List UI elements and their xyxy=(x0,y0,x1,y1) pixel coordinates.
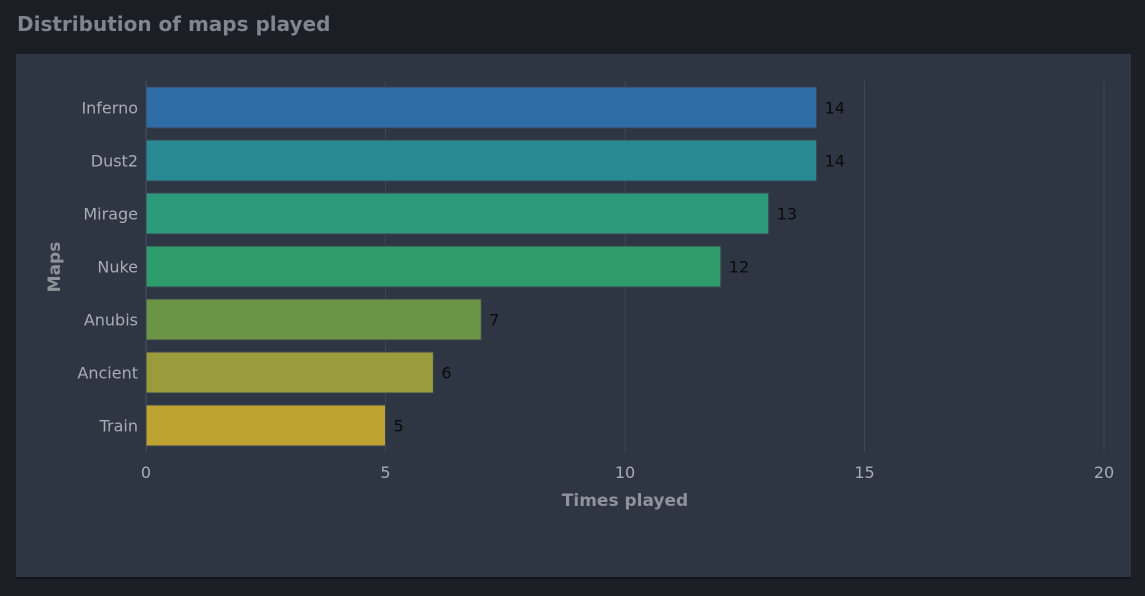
y-axis-title: Maps xyxy=(45,242,65,293)
data-label: 14 xyxy=(825,99,845,118)
y-tick-label: Ancient xyxy=(77,364,138,383)
data-label: 13 xyxy=(777,205,797,224)
y-tick-label: Mirage xyxy=(83,205,138,224)
bar-inferno xyxy=(145,86,818,129)
chart-title: Distribution of maps played xyxy=(17,12,331,36)
data-label: 7 xyxy=(489,311,499,330)
y-tick-label: Nuke xyxy=(97,258,138,277)
x-axis-tick-labels: 0 5 10 15 20 xyxy=(141,463,1114,482)
data-labels: 14 14 13 12 7 6 5 xyxy=(394,99,845,436)
x-axis-title: Times played xyxy=(562,491,688,511)
y-axis-tick-labels: Inferno Dust2 Mirage Nuke Anubis Ancient Train xyxy=(77,99,138,436)
bar-ancient xyxy=(145,351,434,394)
bar-train xyxy=(145,404,386,447)
x-tick-label: 15 xyxy=(854,463,874,482)
data-label: 5 xyxy=(394,417,404,436)
y-tick-label: Dust2 xyxy=(91,152,138,171)
x-tick-label: 0 xyxy=(141,463,151,482)
data-label: 12 xyxy=(729,258,749,277)
x-tick-label: 20 xyxy=(1094,463,1114,482)
y-tick-label: Anubis xyxy=(84,311,138,330)
data-label: 14 xyxy=(825,152,845,171)
x-tick-label: 10 xyxy=(615,463,635,482)
y-tick-label: Train xyxy=(99,417,138,436)
bar-mirage xyxy=(145,192,770,235)
bars xyxy=(145,86,818,447)
bar-dust2 xyxy=(145,139,818,182)
x-tick-label: 5 xyxy=(380,463,390,482)
bar-nuke xyxy=(145,245,722,288)
data-label: 6 xyxy=(441,364,451,383)
bar-anubis xyxy=(145,298,482,341)
y-tick-label: Inferno xyxy=(81,99,138,118)
